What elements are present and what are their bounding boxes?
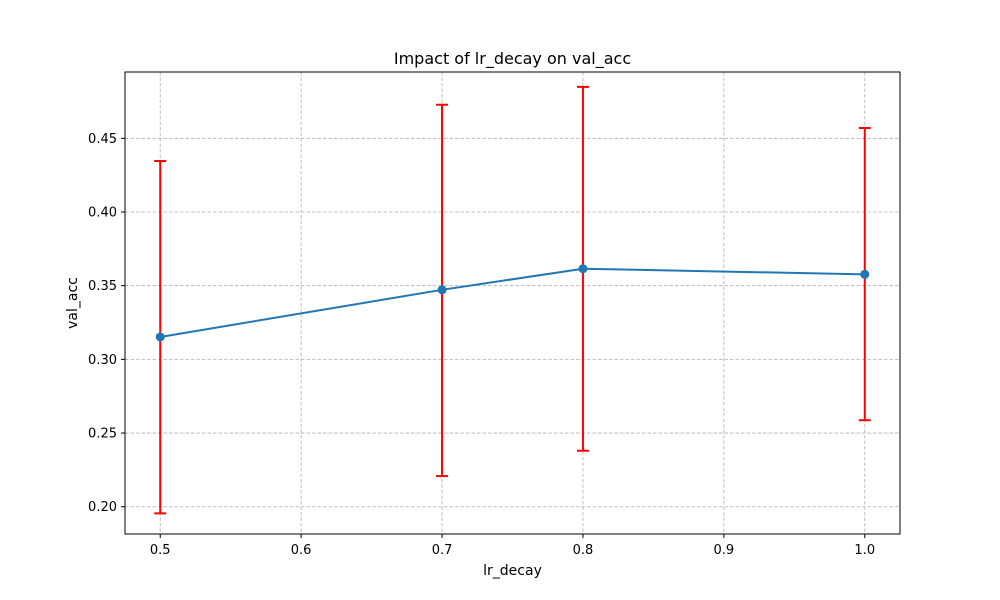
y-tick-label: 0.40	[88, 206, 117, 221]
chart-title: Impact of lr_decay on val_acc	[394, 49, 631, 69]
data-point	[437, 285, 447, 295]
x-tick-label: 0.6	[291, 543, 312, 558]
data-point	[578, 264, 588, 274]
x-tick-label: 0.7	[432, 543, 453, 558]
x-axis-ticks: 0.5 0.6 0.7 0.8 0.9 1.0	[150, 534, 875, 558]
x-tick-label: 0.9	[714, 543, 735, 558]
y-tick-label: 0.45	[88, 132, 117, 147]
y-axis-label: val_acc	[65, 277, 81, 329]
series-line	[160, 267, 865, 338]
data-point	[155, 332, 165, 342]
series-markers	[155, 264, 870, 342]
y-axis-ticks: 0.20 0.25 0.30 0.35 0.40 0.45	[88, 132, 125, 515]
y-tick-label: 0.35	[88, 279, 117, 294]
y-tick-label: 0.30	[88, 353, 117, 368]
x-axis-label: lr_decay	[483, 563, 542, 579]
y-tick-label: 0.20	[88, 500, 117, 515]
data-point	[860, 269, 870, 279]
x-tick-label: 0.8	[573, 543, 594, 558]
data-line	[160, 267, 865, 338]
x-tick-label: 0.5	[150, 543, 171, 558]
y-tick-label: 0.25	[88, 427, 117, 442]
x-tick-label: 1.0	[854, 543, 875, 558]
plot-frame	[124, 71, 901, 535]
